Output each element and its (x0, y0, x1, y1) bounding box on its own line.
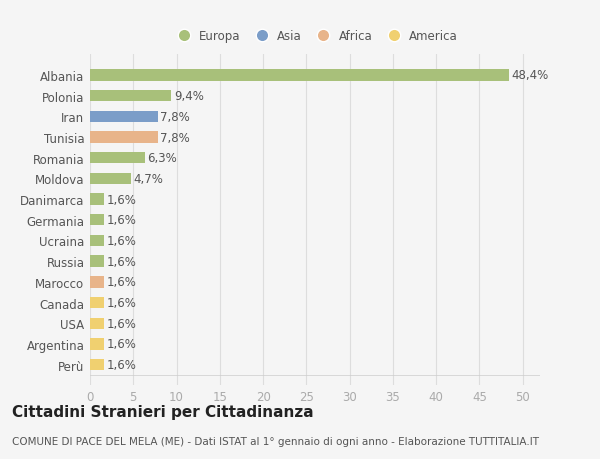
Legend: Europa, Asia, Africa, America: Europa, Asia, Africa, America (170, 28, 460, 45)
Bar (90, 194, 104, 205)
Text: 4,7%: 4,7% (133, 173, 163, 185)
Text: 7,8%: 7,8% (160, 131, 190, 144)
Bar (90, 359, 104, 370)
Text: 1,6%: 1,6% (106, 235, 136, 247)
Bar (90, 132, 157, 143)
Text: 7,8%: 7,8% (160, 111, 190, 123)
Bar (90, 215, 104, 226)
Bar (90, 153, 145, 164)
Text: 1,6%: 1,6% (106, 193, 136, 206)
Text: 1,6%: 1,6% (106, 297, 136, 309)
Text: 1,6%: 1,6% (106, 214, 136, 227)
Text: 9,4%: 9,4% (174, 90, 204, 103)
Bar (90, 70, 509, 81)
Text: COMUNE DI PACE DEL MELA (ME) - Dati ISTAT al 1° gennaio di ogni anno - Elaborazi: COMUNE DI PACE DEL MELA (ME) - Dati ISTA… (12, 436, 539, 446)
Text: 1,6%: 1,6% (106, 255, 136, 268)
Bar (90, 277, 104, 288)
Text: 48,4%: 48,4% (511, 69, 548, 82)
Bar (90, 235, 104, 246)
Bar (90, 339, 104, 350)
Text: Cittadini Stranieri per Cittadinanza: Cittadini Stranieri per Cittadinanza (12, 404, 314, 419)
Bar (90, 174, 131, 185)
Bar (90, 297, 104, 308)
Bar (90, 91, 172, 102)
Bar (90, 318, 104, 329)
Bar (90, 112, 157, 123)
Text: 1,6%: 1,6% (106, 317, 136, 330)
Text: 1,6%: 1,6% (106, 276, 136, 289)
Text: 1,6%: 1,6% (106, 338, 136, 351)
Text: 6,3%: 6,3% (147, 152, 177, 165)
Text: 1,6%: 1,6% (106, 358, 136, 371)
Bar (90, 256, 104, 267)
